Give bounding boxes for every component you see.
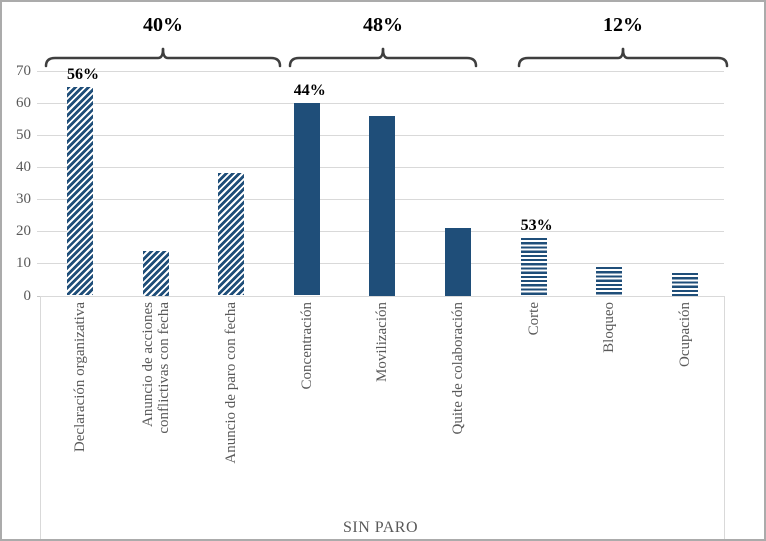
x-axis-category-label: Anuncio de acciones conflictivas con fec… (139, 302, 172, 434)
x-axis-category-label: Ocupación (676, 302, 693, 367)
bracket-path (517, 47, 625, 68)
bracket-path (161, 47, 282, 68)
y-axis-tick-label: 60 (16, 94, 31, 111)
y-axis-tick-label: 10 (16, 255, 31, 272)
bar-5 (369, 115, 396, 296)
bar-8 (596, 266, 623, 296)
bar-value-label: 44% (293, 81, 326, 99)
group-percent-label: 48% (363, 14, 403, 36)
x-axis-category-label: Movilización (374, 302, 391, 382)
bar-6 (445, 228, 471, 296)
category-axis-box (40, 296, 725, 539)
y-axis-tick-label: 40 (16, 158, 31, 175)
group-percent-label: 12% (603, 14, 643, 36)
x-axis-category-label: Declaración organizativa (72, 302, 88, 453)
bar-4 (293, 102, 320, 296)
group-percent-label: 40% (143, 14, 183, 36)
bar-9 (671, 273, 698, 296)
x-axis-category-label: Concentración (298, 302, 315, 390)
x-axis-category-label: Bloqueo (601, 302, 618, 353)
bar-value-label: 56% (67, 65, 99, 83)
bar-1 (67, 86, 93, 296)
bar-3 (218, 173, 245, 296)
bracket-path (44, 47, 165, 68)
y-axis-tick-label: 70 (16, 62, 31, 79)
y-axis-tick-label: 0 (23, 287, 32, 304)
bracket-path (621, 47, 729, 68)
x-axis-category-label: Quite de colaboración (450, 302, 466, 435)
gridline (37, 102, 724, 104)
bracket-path (381, 47, 478, 68)
x-axis-category-label: Corte (525, 302, 542, 336)
x-axis-title: SIN PARO (343, 519, 418, 536)
bracket-path (288, 47, 385, 68)
gridline (37, 70, 724, 72)
y-axis-tick-label: 20 (16, 223, 31, 240)
x-axis-category-label: Anuncio de paro con fecha (223, 302, 240, 464)
bar-value-label: 53% (520, 216, 553, 234)
y-axis-tick-label: 50 (16, 126, 31, 143)
y-axis-tick-label: 30 (16, 191, 31, 208)
bar-7 (520, 237, 547, 296)
bar-2 (142, 250, 169, 296)
